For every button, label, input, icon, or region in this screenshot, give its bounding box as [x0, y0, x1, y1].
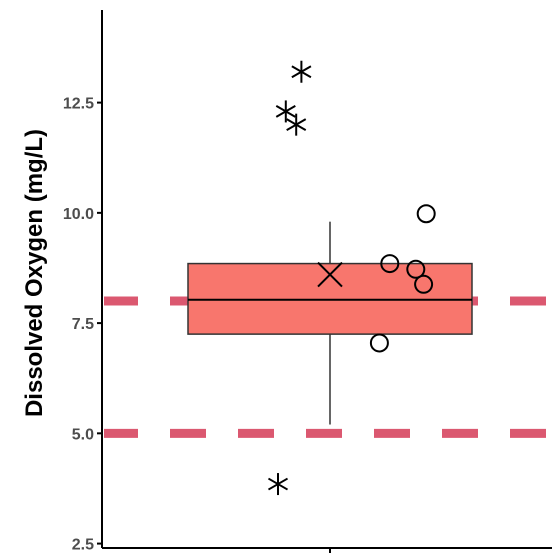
data-points [267, 60, 436, 496]
outlier-stroke [275, 105, 296, 118]
y-axis-title: Dissolved Oxygen (mg/L) [21, 129, 48, 417]
y-tick-label: 2.5 [72, 537, 94, 553]
mean-marker [317, 261, 343, 288]
outlier-point [267, 473, 289, 496]
jitter-point [369, 333, 389, 353]
box-group [187, 221, 473, 425]
outlier-point [275, 100, 296, 123]
outlier-point [291, 60, 312, 83]
y-tick-label: 5.0 [72, 426, 94, 443]
outlier-stroke [267, 477, 289, 491]
y-tick-label: 10.0 [63, 206, 94, 223]
jitter-point [380, 254, 400, 274]
y-tick-label: 7.5 [72, 316, 94, 333]
outlier-stroke [291, 65, 312, 79]
jitter-point [414, 274, 434, 294]
y-tick-label: 12.5 [63, 96, 94, 113]
mean-marker-stroke-b [317, 261, 343, 288]
outlier-point [286, 113, 307, 136]
y-axis: 2.5 5.0 7.5 10.0 12.5 [63, 10, 552, 553]
jitter-point [416, 204, 436, 224]
outlier-stroke [286, 118, 307, 132]
jitter-point [406, 259, 426, 279]
